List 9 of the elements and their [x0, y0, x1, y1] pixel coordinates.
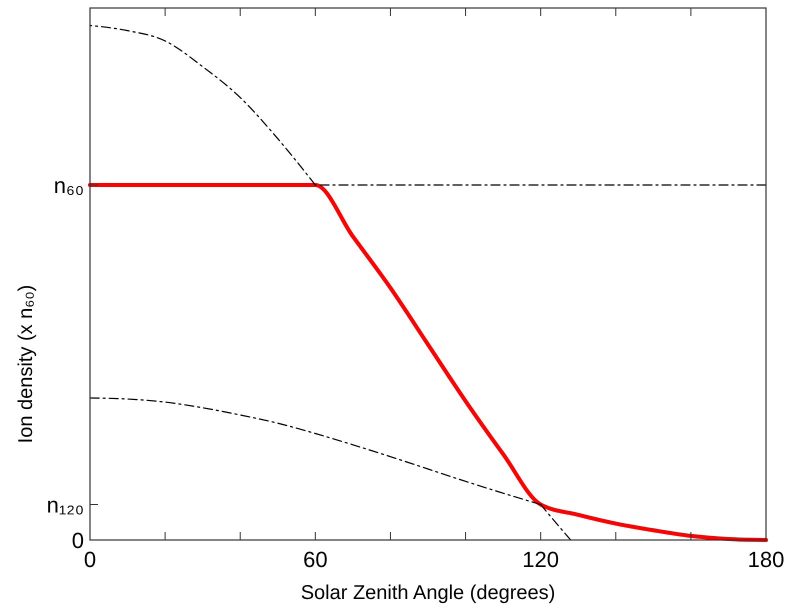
x-tick-label: 60: [303, 547, 328, 572]
x-tick-label: 180: [748, 547, 784, 572]
x-tick-label: 0: [84, 547, 96, 572]
x-tick-label: 120: [522, 547, 560, 572]
text: n₆₀: [54, 172, 84, 198]
text: 0: [72, 528, 84, 553]
x-axis-title: Solar Zenith Angle (degrees): [300, 582, 556, 604]
y-axis-title: Ion density (x n₆₀): [15, 284, 37, 444]
text: n₁₂₀: [46, 492, 84, 518]
